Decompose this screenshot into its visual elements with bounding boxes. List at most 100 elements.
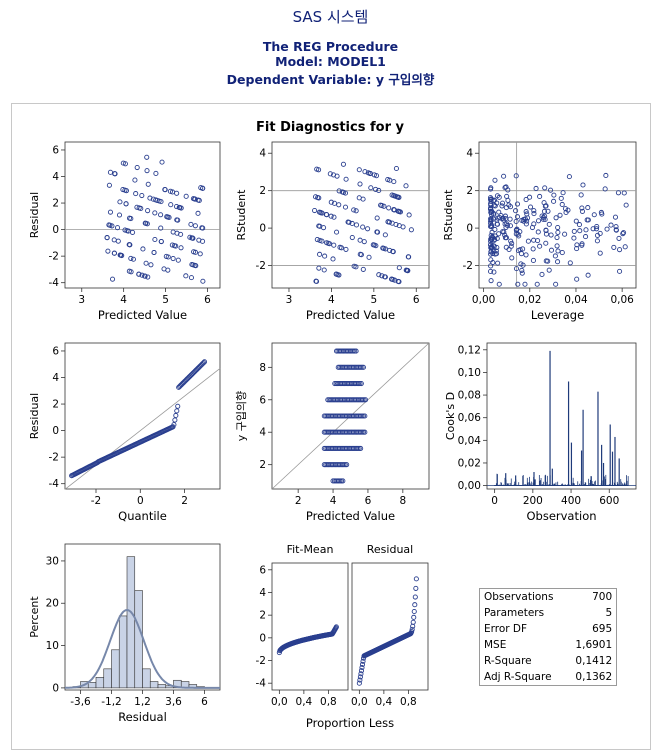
data-point <box>358 671 364 677</box>
y-tick-label: 2 <box>259 459 266 471</box>
data-point <box>395 278 401 284</box>
data-point <box>597 230 603 237</box>
histogram-bar <box>157 684 167 689</box>
data-point <box>331 214 337 220</box>
x-tick-label: -1,2 <box>101 696 122 708</box>
data-point <box>508 243 514 249</box>
procedure-title: The REG Procedure <box>262 39 399 54</box>
y-axis-label: Cook's D <box>444 392 457 440</box>
y-tick-label: 10 <box>46 640 59 652</box>
x-tick-label: 0,4 <box>376 696 393 708</box>
y-tick-label: -2 <box>256 655 266 667</box>
data-point <box>325 240 331 246</box>
y-tick-label: 8 <box>259 362 266 374</box>
y-tick-label: -4 <box>256 678 267 690</box>
data-point <box>490 198 497 204</box>
y-tick-label: -2 <box>49 251 59 263</box>
y-tick-label: 30 <box>46 555 59 567</box>
data-point <box>410 619 416 625</box>
data-point <box>200 225 206 231</box>
data-point <box>535 238 541 244</box>
x-tick-label: 3 <box>78 294 85 306</box>
data-point <box>370 242 376 248</box>
data-point <box>518 261 524 267</box>
data-point <box>559 201 565 208</box>
data-point <box>542 185 548 191</box>
data-point <box>316 223 322 229</box>
data-point <box>362 429 368 435</box>
data-point <box>356 680 362 686</box>
data-point <box>128 255 134 261</box>
plot-area <box>271 562 349 691</box>
data-point <box>491 248 497 254</box>
data-point <box>139 192 145 199</box>
data-point <box>488 216 494 222</box>
y-tick-label: 0,06 <box>458 412 482 424</box>
stat-value: 700 <box>592 591 613 603</box>
data-point <box>338 245 345 251</box>
data-point <box>166 214 172 220</box>
y-tick-label: 0,12 <box>458 344 481 356</box>
x-tick-label: 0,0 <box>271 696 288 708</box>
data-point <box>507 223 513 229</box>
x-tick-label: 4 <box>328 294 335 306</box>
data-point <box>492 226 498 233</box>
plot-area <box>351 562 429 691</box>
data-point <box>143 260 149 266</box>
data-point <box>387 247 393 253</box>
y-tick-label: -2 <box>49 452 59 464</box>
data-point <box>396 208 402 215</box>
data-point <box>353 222 360 228</box>
data-point <box>504 193 510 199</box>
data-point <box>382 232 388 238</box>
stat-row: Error DF 695 <box>480 621 616 637</box>
data-point <box>174 230 180 236</box>
data-point <box>196 237 202 243</box>
data-point <box>590 226 596 232</box>
data-point <box>548 232 554 238</box>
data-point <box>621 190 627 196</box>
histogram-bar <box>149 681 159 689</box>
data-point <box>530 257 536 264</box>
data-point <box>515 281 521 287</box>
data-point <box>168 202 174 208</box>
stat-row: R-Square 0,1412 <box>480 653 616 669</box>
data-point <box>333 624 339 630</box>
x-axis-label: Predicted Value <box>98 308 187 322</box>
data-point <box>376 272 382 278</box>
data-point <box>597 250 603 256</box>
data-point <box>621 230 627 236</box>
data-point <box>602 186 608 192</box>
data-point <box>523 197 529 203</box>
data-point <box>620 231 626 237</box>
data-point <box>519 270 525 276</box>
data-point <box>134 164 140 171</box>
data-point <box>531 211 537 217</box>
x-tick-label: 0,8 <box>320 696 337 708</box>
data-point <box>515 248 522 254</box>
data-point <box>357 181 363 187</box>
data-point <box>120 160 126 166</box>
histogram-bar <box>87 682 97 689</box>
y-tick-label: 0 <box>52 682 59 694</box>
data-point <box>343 246 349 252</box>
data-point <box>112 171 118 177</box>
x-tick-label: 5 <box>162 294 169 306</box>
data-point <box>153 197 159 203</box>
data-point <box>508 238 514 244</box>
data-point <box>331 200 338 206</box>
data-point <box>615 190 621 196</box>
data-point <box>608 222 614 228</box>
data-point <box>327 171 333 177</box>
data-point <box>488 216 494 222</box>
data-point <box>328 213 334 219</box>
stat-value: 5 <box>605 607 613 619</box>
data-point <box>107 222 113 228</box>
data-point <box>175 403 181 409</box>
data-point <box>339 189 345 195</box>
data-point <box>389 276 395 282</box>
data-point <box>188 221 194 227</box>
data-point <box>531 221 537 227</box>
data-point <box>192 249 198 255</box>
